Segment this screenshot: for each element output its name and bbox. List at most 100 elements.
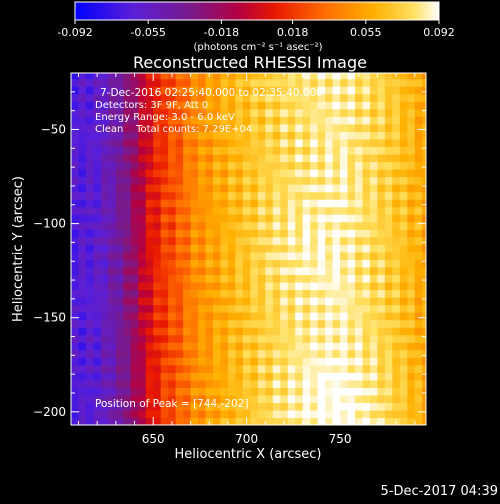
heatmap-cell	[369, 259, 379, 268]
heatmap-cell	[93, 364, 102, 373]
heatmap-cell	[317, 402, 326, 411]
heatmap-cell	[302, 409, 311, 419]
heatmap-cell	[369, 184, 379, 193]
heatmap-cell	[325, 304, 334, 313]
heatmap-cell	[384, 312, 393, 321]
heatmap-cell	[123, 169, 132, 178]
heatmap-cell	[93, 153, 102, 163]
heatmap-cell	[250, 379, 259, 388]
heatmap-cell	[100, 184, 109, 193]
heatmap-cell	[78, 73, 87, 80]
heatmap-cell	[175, 281, 184, 291]
heatmap-cell	[295, 101, 304, 110]
heatmap-cell	[340, 236, 349, 245]
heatmap-cell	[310, 417, 319, 425]
heatmap-cell	[205, 244, 214, 253]
heatmap-cell	[71, 304, 80, 313]
heatmap-cell	[369, 409, 379, 419]
heatmap-cell	[153, 409, 162, 419]
heatmap-cell	[407, 409, 416, 419]
heatmap-cell	[220, 342, 229, 351]
heatmap-cell	[399, 161, 408, 170]
heatmap-cell	[414, 138, 423, 148]
heatmap-cell	[295, 191, 304, 200]
heatmap-cell	[168, 342, 177, 351]
heatmap-cell	[85, 116, 95, 125]
heatmap-cell	[138, 266, 147, 276]
heatmap-cell	[115, 319, 124, 328]
heatmap-cell	[183, 342, 192, 351]
heatmap-cell	[153, 402, 162, 411]
heatmap-cell	[347, 364, 356, 373]
heatmap-cell	[302, 357, 311, 366]
heatmap-cell	[123, 161, 132, 170]
heatmap-cell	[227, 357, 237, 366]
heatmap-cell	[190, 131, 199, 140]
heatmap-cell	[71, 327, 80, 336]
heatmap-cell	[272, 138, 281, 148]
heatmap-cell	[414, 334, 423, 343]
heatmap-cell	[100, 297, 109, 306]
heatmap-cell	[242, 402, 251, 411]
heatmap-cell	[414, 131, 423, 140]
heatmap-cell	[123, 78, 132, 87]
heatmap-cell	[317, 146, 326, 155]
heatmap-cell	[220, 176, 229, 185]
heatmap-cell	[123, 304, 132, 313]
heatmap-cell	[399, 334, 408, 343]
heatmap-cell	[213, 304, 222, 313]
heatmap-cell	[295, 169, 304, 178]
heatmap-cell	[280, 184, 289, 193]
heatmap-cell	[213, 372, 222, 381]
heatmap-cell	[175, 176, 184, 185]
heatmap-cell	[422, 342, 426, 351]
heatmap-cell	[85, 221, 95, 230]
heatmap-cell	[160, 191, 169, 200]
heatmap-cell	[227, 349, 237, 358]
heatmap-cell	[384, 78, 393, 87]
heatmap-cell	[317, 176, 326, 185]
heatmap-cell	[85, 86, 95, 95]
heatmap-cell	[407, 78, 416, 87]
heatmap-cell	[183, 93, 192, 102]
heatmap-cell	[422, 251, 426, 260]
heatmap-cell	[399, 349, 408, 358]
heatmap-cell	[100, 319, 109, 328]
heatmap-cell	[220, 161, 229, 170]
heatmap-cell	[71, 93, 80, 102]
heatmap-cell	[317, 169, 326, 178]
heatmap-cell	[280, 93, 289, 102]
heatmap-cell	[205, 161, 214, 170]
heatmap-cell	[190, 394, 199, 404]
heatmap-cell	[190, 297, 199, 306]
heatmap-cell	[213, 146, 222, 155]
heatmap-cell	[257, 108, 266, 117]
heatmap-cell	[235, 274, 244, 283]
heatmap-cell	[347, 387, 356, 396]
heatmap-cell	[205, 312, 214, 321]
heatmap-cell	[340, 387, 349, 396]
heatmap-cell	[384, 221, 393, 230]
heatmap-cell	[123, 364, 132, 373]
heatmap-cell	[250, 319, 259, 328]
heatmap-cell	[399, 131, 408, 140]
heatmap-cell	[93, 244, 102, 253]
heatmap-cell	[302, 387, 311, 396]
heatmap-cell	[325, 78, 334, 87]
heatmap-cell	[287, 312, 296, 321]
heatmap-cell	[71, 176, 80, 185]
heatmap-cell	[235, 161, 244, 170]
heatmap-cell	[235, 251, 244, 260]
heatmap-cell	[115, 73, 124, 80]
heatmap-cell	[287, 86, 296, 95]
heatmap-cell	[257, 199, 266, 208]
heatmap-cell	[71, 138, 80, 148]
heatmap-cell	[108, 101, 117, 110]
heatmap-cell	[108, 236, 117, 245]
heatmap-cell	[302, 199, 311, 208]
heatmap-cell	[362, 417, 371, 425]
heatmap-cell	[369, 206, 379, 215]
heatmap-cell	[235, 221, 244, 230]
heatmap-cell	[422, 221, 426, 230]
heatmap-cell	[250, 327, 259, 336]
